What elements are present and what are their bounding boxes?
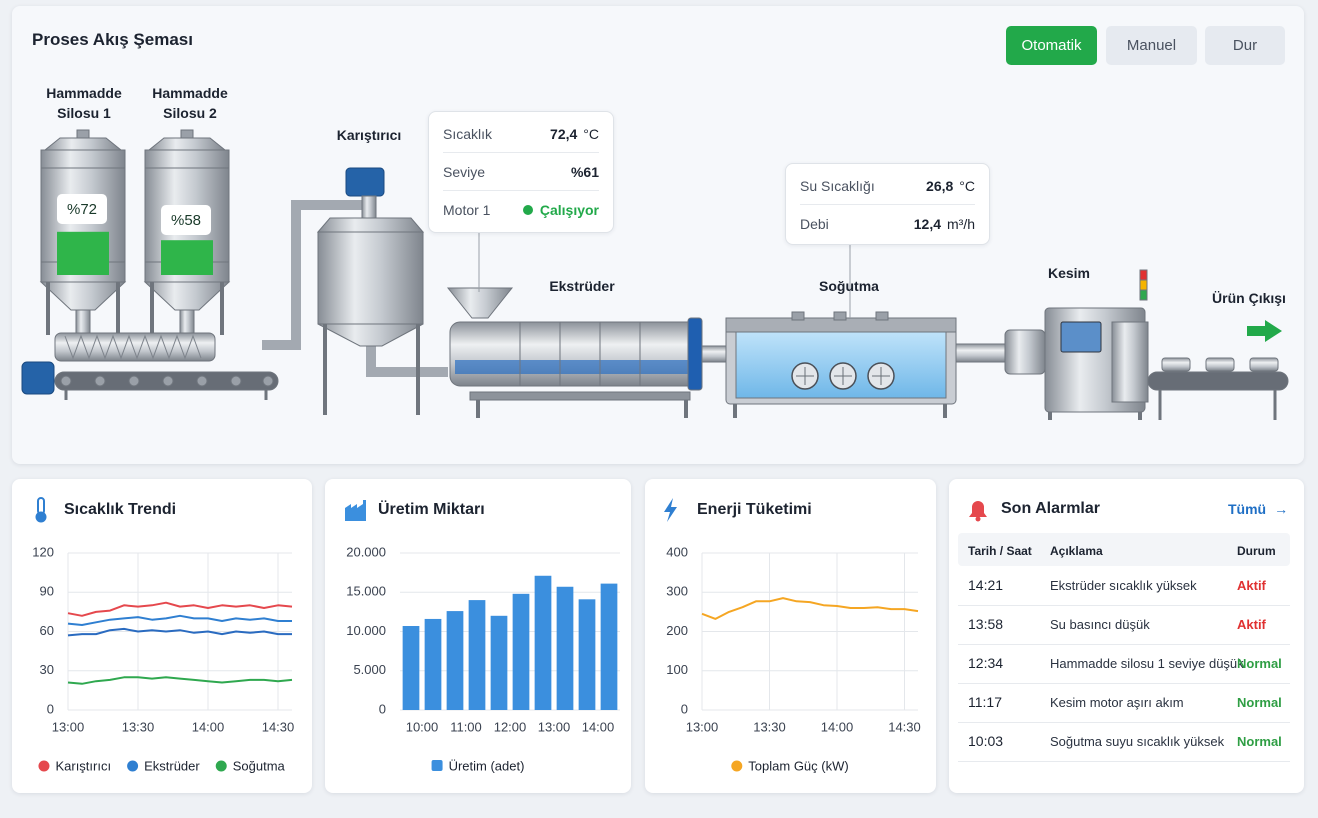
panel-title: Son Alarmlar — [1001, 500, 1100, 517]
cooling-info: Su Sıcaklığı 26,8 °C Debi 12,4 m³/h — [785, 163, 990, 245]
mixer-info: Sıcaklık 72,4 °C Seviye %61 Motor 1 Çalışıyor — [428, 111, 614, 233]
silo-level-fill — [57, 231, 109, 275]
alarm-status: Aktif — [1237, 578, 1266, 593]
page-title: Proses Akış Şeması — [32, 30, 193, 49]
station-label: Soğutma — [819, 278, 879, 294]
info-value: 12,4 m³/h — [914, 216, 975, 232]
temperature-panel — [12, 479, 312, 793]
production-panel — [325, 479, 631, 793]
alarm-row: 11:17 Kesim motor aşırı akım Normal — [958, 683, 1290, 723]
info-label: Motor 1 — [443, 201, 491, 218]
info-row: Seviye %61 — [443, 153, 599, 191]
alarm-time: 14:21 — [968, 577, 1004, 593]
mode-button[interactable]: Manuel — [1106, 26, 1197, 65]
process-diagram — [21, 129, 1289, 420]
alarm-time: 12:34 — [968, 655, 1004, 671]
mixer — [316, 167, 425, 415]
alarm-description: Ekstrüder sıcaklık yüksek — [1050, 578, 1197, 593]
alarm-description: Su basıncı düşük — [1050, 617, 1150, 632]
silo-level-fill — [161, 240, 213, 275]
value-text: 26,8 — [926, 177, 954, 194]
alarm-description: Hammadde silosu 1 seviye düşük — [1050, 656, 1244, 671]
alarm-status: Normal — [1237, 656, 1282, 671]
info-value: Çalışıyor — [522, 201, 599, 218]
column-header: Açıklama — [1050, 544, 1103, 558]
alarms-panel — [949, 479, 1304, 793]
alarm-status: Normal — [1237, 695, 1282, 710]
info-row: Sıcaklık 72,4 °C — [443, 115, 599, 153]
info-label: Debi — [800, 215, 829, 232]
silo-level: %72 — [57, 194, 107, 224]
mode-button[interactable]: Otomatik — [1006, 26, 1097, 65]
unit-text: m³/h — [947, 215, 975, 232]
silo-level: %58 — [161, 205, 211, 235]
info-value: %61 — [571, 164, 599, 180]
unit-text: °C — [959, 177, 975, 194]
alarm-row: 13:58 Su basıncı düşük Aktif — [958, 605, 1290, 645]
alarm-status: Aktif — [1237, 617, 1266, 632]
info-value: 26,8 °C — [926, 178, 975, 194]
mode-button[interactable]: Dur — [1205, 26, 1285, 65]
link-text[interactable]: Tümü — [1228, 501, 1267, 517]
info-row: Motor 1 Çalışıyor — [443, 191, 599, 228]
alarm-time: 13:58 — [968, 616, 1004, 632]
info-label: Seviye — [443, 163, 486, 180]
value-text: Çalışıyor — [539, 201, 599, 218]
column-header: Tarih / Saat — [968, 544, 1032, 558]
station-label: Karıştırıcı — [336, 127, 402, 143]
alarm-row: 10:03 Soğutma suyu sıcaklık yüksek Normal — [958, 722, 1290, 762]
info-label: Sıcaklık — [443, 125, 493, 142]
alarm-status: Normal — [1237, 734, 1282, 749]
unit-text: °C — [583, 125, 599, 142]
station-label: Hammadde Silosu 1 — [46, 85, 122, 121]
station-label: Ekstrüder — [549, 278, 615, 294]
arrow-icon: → — [1274, 501, 1289, 517]
station-label: Hammadde Silosu 2 — [152, 85, 228, 121]
status-dot — [522, 204, 533, 215]
station-label: Kesim — [1047, 265, 1091, 281]
value-text: 72,4 — [550, 125, 578, 142]
column-header: Durum — [1237, 544, 1276, 558]
value-text: %61 — [570, 163, 599, 180]
info-row: Debi 12,4 m³/h — [800, 205, 975, 242]
table-header: Tarih / Saat Açıklama Durum — [958, 533, 1290, 566]
alarm-time: 11:17 — [968, 694, 1002, 710]
cutter — [1004, 269, 1289, 420]
energy-panel — [645, 479, 936, 793]
view-all-link[interactable]: Tümü → — [1228, 501, 1288, 517]
info-value: 72,4 °C — [550, 126, 599, 142]
extruder — [446, 287, 729, 418]
info-label: Su Sıcaklığı — [800, 177, 875, 194]
silos — [21, 129, 279, 400]
info-row: Su Sıcaklığı 26,8 °C — [800, 167, 975, 205]
alarm-row: 14:21 Ekstrüder sıcaklık yüksek Aktif — [958, 566, 1290, 606]
station-label: Ürün Çıkışı — [1212, 290, 1286, 306]
cooling-tank — [725, 311, 1007, 418]
alarm-time: 10:03 — [968, 733, 1004, 749]
alarm-description: Soğutma suyu sıcaklık yüksek — [1050, 734, 1225, 749]
alarm-description: Kesim motor aşırı akım — [1050, 695, 1184, 710]
output-arrow — [1247, 320, 1282, 342]
value-text: 12,4 — [913, 215, 941, 232]
alarm-row: 12:34 Hammadde silosu 1 seviye düşük Norma… — [958, 644, 1290, 684]
